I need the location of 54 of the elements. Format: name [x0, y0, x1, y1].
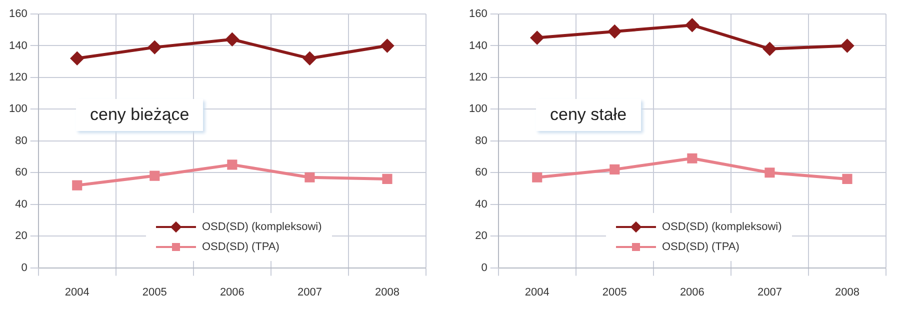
y-tick-label: 40 [475, 198, 488, 210]
point [686, 18, 699, 32]
x-tick-label: 2006 [220, 286, 244, 298]
legend-label: OSD(SD) (TPA) [202, 241, 280, 253]
x-tick-label: 2007 [297, 286, 322, 298]
point [304, 172, 315, 182]
point [842, 174, 852, 184]
y-tick-label: 80 [475, 134, 488, 147]
y-tick-label: 140 [8, 40, 28, 52]
y-tick-label: 100 [8, 103, 28, 116]
legend-label: OSD(SD) (kompleksowi) [202, 221, 322, 233]
x-tick-label: 2005 [602, 286, 627, 298]
annotation: ceny bieżące [76, 99, 204, 131]
point [380, 39, 394, 52]
point [382, 174, 392, 184]
point [840, 39, 854, 52]
point [226, 32, 239, 46]
x-tick-label: 2005 [142, 286, 167, 298]
point [608, 24, 622, 38]
point [763, 42, 776, 56]
y-tick-label: 20 [15, 230, 28, 242]
point [303, 52, 316, 65]
point [150, 170, 160, 181]
point [148, 40, 162, 54]
point [70, 52, 84, 65]
legend-label: OSD(SD) (TPA) [662, 241, 740, 253]
y-tick-label: 0 [21, 262, 28, 274]
y-tick-label: 120 [468, 71, 488, 84]
y-tick-label: 40 [15, 198, 28, 210]
y-tick-label: 60 [475, 166, 488, 179]
point [532, 172, 542, 182]
point [530, 31, 544, 44]
x-tick-label: 2006 [680, 286, 704, 298]
y-tick-label: 20 [475, 230, 488, 242]
y-tick-label: 80 [15, 134, 28, 147]
point [610, 164, 620, 174]
x-tick-label: 2008 [834, 286, 860, 298]
x-tick-label: 2007 [757, 286, 782, 298]
point [227, 160, 238, 170]
point [72, 180, 82, 190]
legend-label: OSD(SD) (kompleksowi) [662, 221, 782, 233]
y-tick-label: 160 [8, 8, 28, 20]
point [764, 168, 775, 178]
x-tick-label: 2004 [64, 286, 90, 298]
y-tick-label: 140 [468, 40, 488, 52]
x-tick-label: 2008 [374, 286, 400, 298]
y-tick-label: 0 [481, 262, 488, 274]
y-tick-label: 120 [8, 71, 28, 84]
y-tick-label: 100 [468, 103, 488, 116]
x-tick-label: 2004 [524, 286, 550, 298]
annotation: ceny stałe [536, 99, 641, 131]
y-tick-label: 60 [15, 166, 28, 179]
y-tick-label: 160 [468, 8, 488, 20]
point [687, 153, 698, 164]
